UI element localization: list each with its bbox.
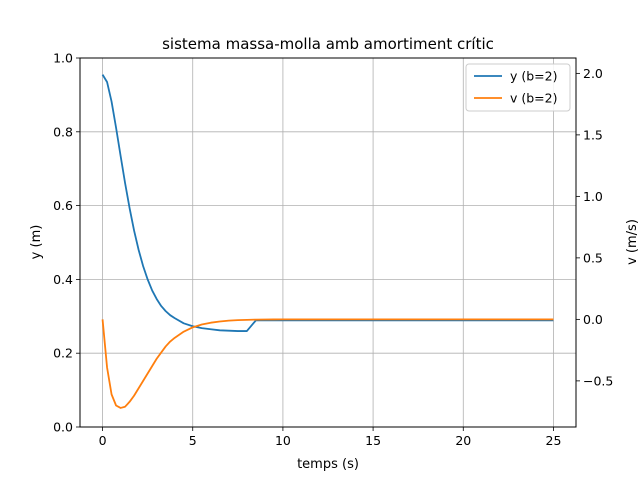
legend-label-y: y (b=2)	[510, 69, 558, 84]
legend-label-v: v (b=2)	[510, 91, 558, 106]
x-tick-label: 15	[365, 433, 381, 448]
x-tick-label: 20	[455, 433, 471, 448]
x-tick-label: 10	[275, 433, 291, 448]
y-tick-label: 0.0	[53, 420, 73, 435]
y-tick-label: 1.0	[53, 51, 73, 66]
chart-title: sistema massa-molla amb amortiment críti…	[162, 35, 494, 53]
series-layer	[101, 74, 554, 409]
plot-frame	[79, 57, 577, 428]
legend: y (b=2) v (b=2)	[465, 63, 571, 112]
x-tick-label: 0	[99, 433, 107, 448]
y-right-tick-label: 1.5	[583, 127, 603, 142]
y-axis-right: −0.5 0.0 0.5 1.0 1.5 2.0	[576, 66, 613, 388]
x-tick-label: 5	[189, 433, 197, 448]
grid	[80, 57, 576, 428]
y-tick-label: 0.4	[53, 272, 73, 287]
y-right-tick-label: 2.0	[583, 66, 603, 81]
y-axis-right-label: v (m/s)	[625, 219, 640, 265]
y-right-tick-label: −0.5	[583, 373, 613, 388]
x-axis: 0 5 10 15 20 25	[99, 427, 562, 448]
y-tick-label: 0.8	[53, 124, 73, 139]
y-tick-label: 0.6	[53, 198, 73, 213]
y-axis-left: 0.0 0.2 0.4 0.6 0.8 1.0	[53, 51, 80, 435]
series-line-v	[101, 318, 554, 409]
y-right-tick-label: 0.0	[583, 312, 603, 327]
x-axis-label: temps (s)	[297, 457, 359, 472]
y-right-tick-label: 0.5	[583, 250, 603, 265]
y-tick-label: 0.2	[53, 346, 73, 361]
series-line-y	[101, 74, 554, 332]
y-right-tick-label: 1.0	[583, 189, 603, 204]
x-tick-label: 25	[546, 433, 562, 448]
y-axis-label: y (m)	[29, 225, 44, 260]
